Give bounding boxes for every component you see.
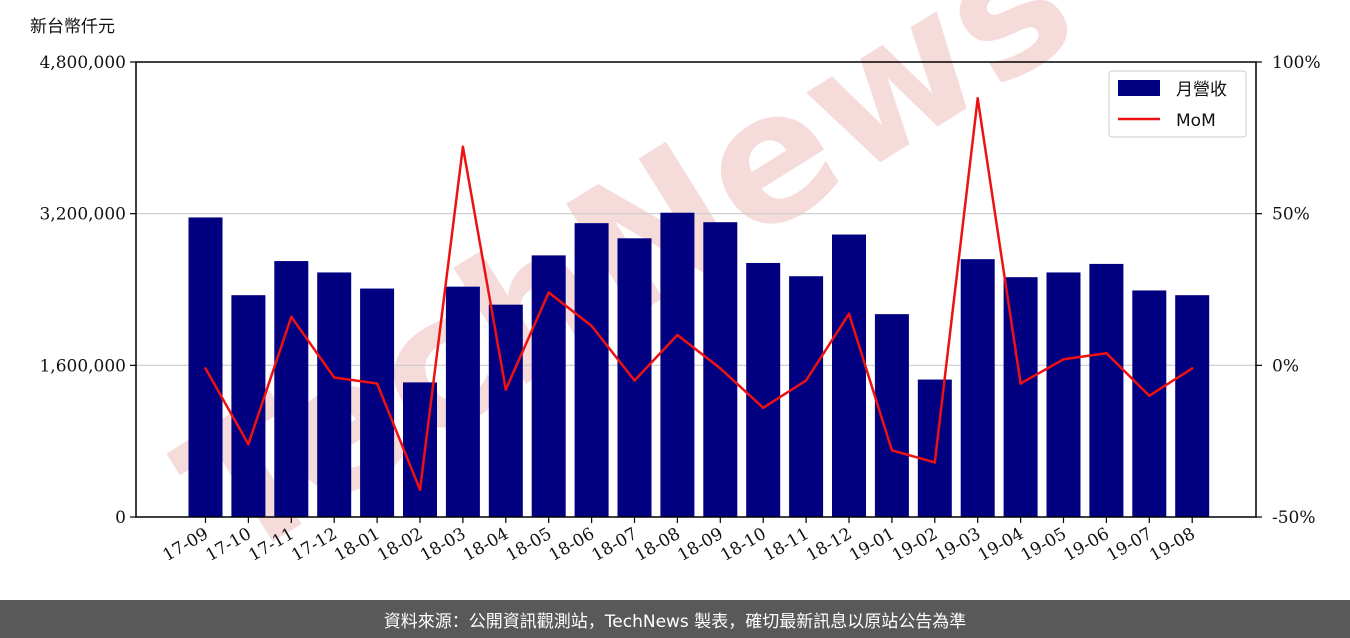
revenue-bar xyxy=(1175,295,1210,517)
left-tick-label: 4,800,000 xyxy=(39,53,126,73)
footer-text: 資料來源：公開資訊觀測站，TechNews 製表，確切最新訊息以原站公告為準 xyxy=(383,611,967,632)
right-tick-label: 100% xyxy=(1272,53,1321,73)
mom-point xyxy=(633,379,636,382)
left-tick-label: 1,600,000 xyxy=(39,356,126,376)
mom-point xyxy=(590,324,593,328)
right-tick-label: 0% xyxy=(1272,356,1299,376)
mom-point xyxy=(204,367,207,370)
mom-line-series xyxy=(204,97,1194,492)
x-tick-label: 19-04 xyxy=(975,524,1027,566)
left-axis: 0 1,600,000 3,200,000 4,800,000 xyxy=(39,53,136,528)
x-tick-label: 19-03 xyxy=(932,524,984,566)
mom-point xyxy=(933,461,937,464)
x-tick-label: 19-02 xyxy=(889,524,941,566)
revenue-bar xyxy=(1132,290,1167,517)
revenue-bar xyxy=(1003,277,1038,517)
revenue-bar xyxy=(360,288,395,517)
right-tick-label: 50% xyxy=(1272,205,1310,225)
mom-point xyxy=(547,291,550,294)
x-tick-label: 18-08 xyxy=(631,524,683,566)
x-tick-label: 18-04 xyxy=(460,524,512,566)
x-tick-label: 18-02 xyxy=(374,524,426,566)
x-tick-label: 18-09 xyxy=(674,524,726,566)
x-tick-label: 19-05 xyxy=(1018,524,1070,566)
plot-frame xyxy=(135,61,1257,518)
revenue-bar xyxy=(231,295,266,517)
revenue-bar xyxy=(488,304,523,517)
mom-point xyxy=(804,379,808,382)
x-tick-label: 19-06 xyxy=(1060,524,1112,566)
x-tick-label: 19-07 xyxy=(1103,524,1155,566)
mom-point xyxy=(1019,382,1022,385)
x-tick-label: 18-07 xyxy=(589,524,641,566)
revenue-bar xyxy=(274,261,309,517)
mom-point xyxy=(504,388,508,391)
revenue-bar xyxy=(1089,263,1124,517)
mom-line xyxy=(204,97,1193,491)
mom-point xyxy=(461,145,465,149)
revenue-bar xyxy=(617,238,652,517)
revenue-bar xyxy=(789,276,824,517)
mom-point xyxy=(890,448,894,452)
revenue-bar xyxy=(917,379,952,517)
mom-point xyxy=(418,488,422,492)
mom-point xyxy=(332,376,336,379)
mom-point xyxy=(1148,394,1151,397)
revenue-bar xyxy=(574,223,609,518)
x-tick-label: 18-03 xyxy=(417,524,469,566)
revenue-chart: TechNews 新台幣仟元 01,600,0003,200,0004,800,… xyxy=(30,0,1321,600)
unit-label: 新台幣仟元 xyxy=(30,17,115,37)
mom-point xyxy=(847,312,851,316)
mom-point xyxy=(761,406,765,410)
x-tick-label: 19-01 xyxy=(846,524,898,566)
revenue-bar xyxy=(531,255,566,517)
x-tick-label: 18-10 xyxy=(717,524,769,566)
mom-point xyxy=(290,315,293,319)
revenue-bar xyxy=(660,212,695,517)
x-tick-label: 18-06 xyxy=(546,524,598,566)
revenue-bar xyxy=(746,262,781,517)
x-tick-label: 18-11 xyxy=(760,524,812,566)
left-tick-label: 0 xyxy=(115,508,126,528)
x-tick-label: 17-09 xyxy=(160,524,212,566)
mom-point xyxy=(719,367,722,370)
mom-point xyxy=(676,333,679,337)
revenue-bar xyxy=(1046,272,1081,517)
legend-bar-swatch xyxy=(1118,80,1160,96)
x-tick-label: 18-12 xyxy=(803,524,855,566)
mom-point xyxy=(375,382,379,385)
mom-point xyxy=(976,97,979,100)
right-tick-label: -50% xyxy=(1272,508,1316,528)
revenue-bar xyxy=(445,286,480,517)
mom-point xyxy=(1105,351,1108,355)
mom-point xyxy=(1190,367,1194,370)
source-footer: 資料來源：公開資訊觀測站，TechNews 製表，確切最新訊息以原站公告為準 xyxy=(0,600,1350,638)
x-tick-label: 19-08 xyxy=(1146,524,1198,566)
right-axis: -50% 0% 50% 100% xyxy=(1256,53,1321,528)
bar-series xyxy=(188,212,1210,518)
legend: 月營收 MoM xyxy=(1108,70,1247,138)
revenue-bar xyxy=(960,259,995,517)
legend-line-label: MoM xyxy=(1176,111,1216,131)
legend-bar-label: 月營收 xyxy=(1176,80,1227,100)
revenue-bar xyxy=(832,234,866,518)
left-tick-label: 3,200,000 xyxy=(39,205,126,225)
mom-point xyxy=(1062,357,1065,361)
x-tick-label: 18-05 xyxy=(503,524,555,566)
revenue-bar xyxy=(317,272,352,517)
mom-point xyxy=(247,442,250,446)
